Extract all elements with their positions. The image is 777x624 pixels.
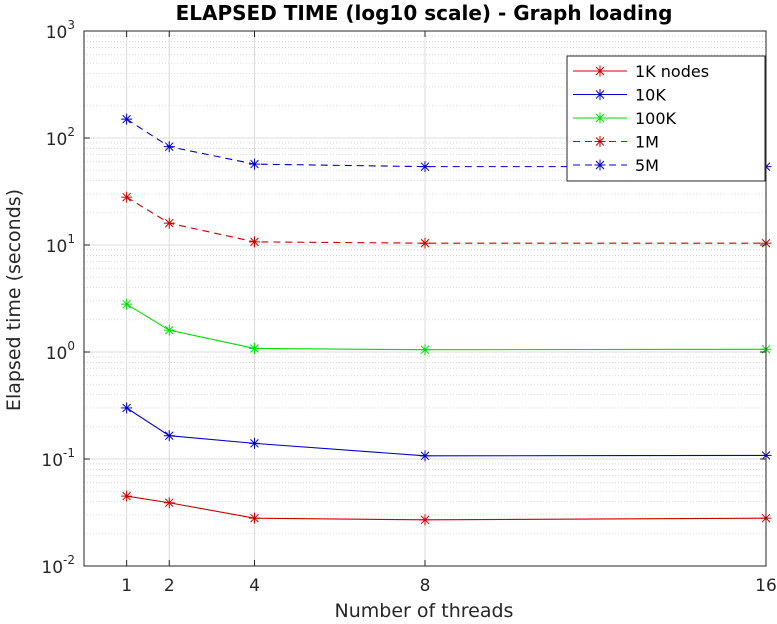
legend: 1K nodes 10K 100K 1M 5M: [566, 55, 766, 182]
data-point: [163, 141, 175, 153]
data-point: [163, 430, 175, 442]
series-line-2: [126, 303, 767, 351]
data-point: [419, 450, 431, 462]
x-tick-label: 16: [755, 576, 777, 596]
legend-marker-2: [594, 112, 606, 124]
data-point: [249, 158, 260, 170]
data-point: [249, 437, 260, 449]
data-point: [419, 514, 431, 526]
data-point: [121, 490, 133, 502]
data-point: [249, 236, 260, 248]
data-point: [163, 324, 175, 336]
y-tick-label: 100: [46, 339, 75, 364]
x-tick-label: 4: [249, 576, 260, 596]
data-point: [163, 217, 175, 229]
data-point: [163, 497, 175, 509]
legend-label-1: 10K: [635, 86, 666, 105]
legend-marker-4: [594, 159, 606, 171]
legend-marker-0: [594, 65, 606, 77]
legend-label-2: 100K: [635, 109, 677, 128]
data-point: [419, 161, 431, 173]
y-axis-ticks: 10-2 10-1 100 101 102 103: [41, 18, 766, 578]
legend-label-3: 1M: [635, 133, 659, 152]
series-line-0: [126, 495, 767, 521]
data-point: [249, 342, 260, 354]
legend-marker-3: [594, 136, 606, 147]
x-tick-label: 1: [121, 576, 132, 596]
y-tick-label: 101: [46, 232, 75, 257]
data-point: [121, 191, 133, 203]
data-point: [249, 512, 260, 524]
data-point: [419, 344, 431, 356]
series-line-1: [126, 407, 767, 457]
y-tick-label: 10-1: [41, 446, 75, 471]
data-point: [121, 113, 133, 125]
y-tick-label: 103: [46, 18, 75, 43]
x-tick-label: 8: [420, 576, 431, 596]
data-point: [419, 237, 431, 249]
series-line-3: [126, 196, 766, 244]
y-tick-label: 10-2: [41, 553, 75, 578]
legend-marker-1: [594, 89, 606, 100]
legend-label-4: 5M: [635, 156, 659, 175]
x-axis-label: Number of threads: [335, 600, 514, 622]
y-axis-label: Elapsed time (seconds): [3, 189, 25, 411]
x-axis-ticks: 1 2 4 8 16: [121, 31, 777, 596]
data-point: [121, 298, 133, 310]
legend-label-0: 1K nodes: [635, 62, 709, 81]
chart-title: ELAPSED TIME (log10 scale) - Graph loadi…: [176, 1, 673, 25]
data-point: [121, 402, 133, 414]
series-layer: [121, 113, 772, 526]
y-tick-label: 102: [46, 125, 75, 150]
x-tick-label: 2: [164, 576, 175, 596]
